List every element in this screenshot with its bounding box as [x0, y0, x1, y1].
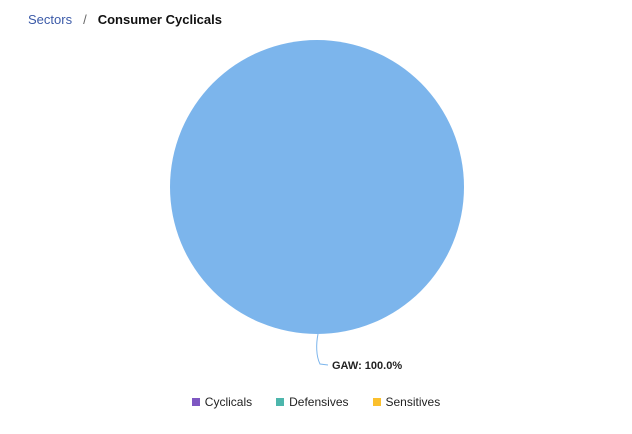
chart-legend: Cyclicals Defensives Sensitives [0, 394, 632, 410]
legend-label-cyclicals: Cyclicals [204, 395, 253, 409]
legend-label-defensives: Defensives [289, 395, 349, 409]
legend-item-sensitives[interactable]: Sensitives [372, 395, 441, 409]
breadcrumb-current: Consumer Cyclicals [97, 11, 222, 27]
legend-swatch-sensitives [372, 398, 381, 406]
data-label-gaw: GAW: 100.0% [332, 360, 402, 372]
breadcrumb: Sectors / Consumer Cyclicals [28, 10, 222, 28]
breadcrumb-link-sectors[interactable]: Sectors [28, 11, 73, 27]
legend-swatch-defensives [276, 398, 285, 406]
legend-item-cyclicals[interactable]: Cyclicals [191, 395, 253, 409]
legend-swatch-cyclicals [191, 398, 200, 406]
data-label-connector-gaw [316, 333, 329, 366]
legend-label-sensitives: Sensitives [385, 395, 441, 409]
legend-item-defensives[interactable]: Defensives [276, 395, 349, 409]
pie-slice-gaw[interactable] [170, 40, 464, 334]
breadcrumb-separator: / [83, 11, 87, 27]
